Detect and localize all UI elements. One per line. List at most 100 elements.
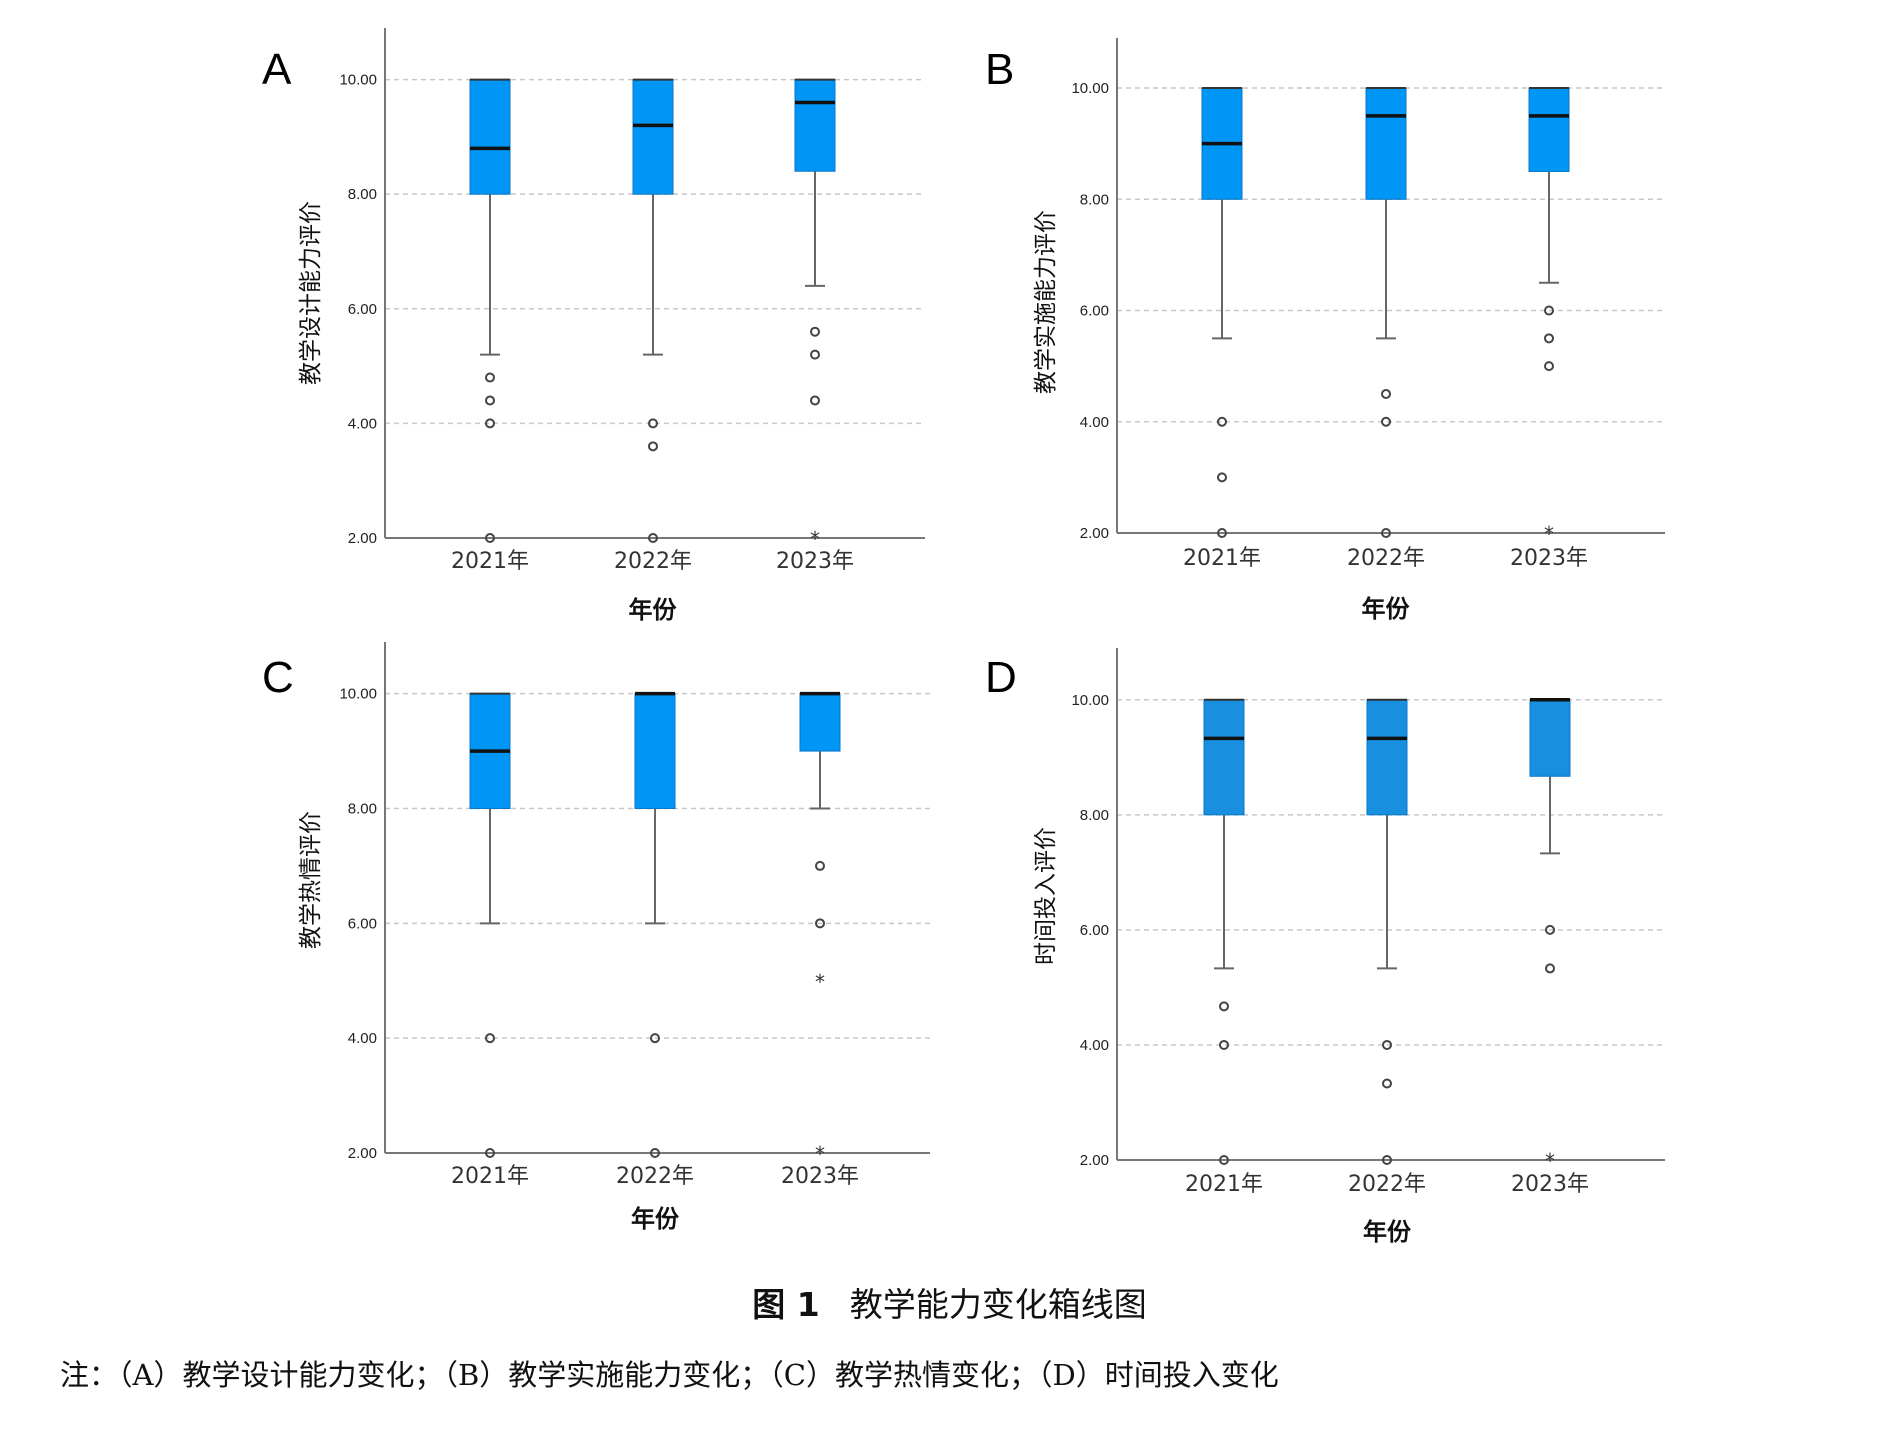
x-tick-label: 2021年	[1185, 1172, 1263, 1197]
box-d-3: *	[1529, 698, 1571, 1173]
iqr-box	[799, 693, 841, 752]
outlier-point	[1382, 1155, 1392, 1165]
iqr-box	[1528, 87, 1570, 172]
iqr-box	[1366, 699, 1408, 816]
box-d-1	[1203, 698, 1245, 1165]
outlier-point	[1382, 1039, 1392, 1050]
box-a-1	[469, 78, 511, 543]
extreme-point: *	[810, 527, 820, 551]
x-tick-label: 2023年	[781, 1164, 859, 1189]
panel-d: D 2.00 4.00 6.00 8.00 10.00 2021年 2022年 *2023年年份…	[985, 648, 1665, 1246]
extreme-point: *	[1545, 1149, 1555, 1173]
y-tick-label: 2.00	[1080, 525, 1109, 542]
y-tick-label: 4.00	[348, 415, 377, 432]
y-tick-label: 8.00	[348, 801, 377, 818]
y-tick-label: 6.00	[348, 301, 377, 318]
y-tick-label: 6.00	[1080, 922, 1109, 939]
outlier-point	[1544, 305, 1554, 316]
iqr-box	[794, 79, 836, 172]
iqr-box	[1203, 699, 1245, 816]
extreme-point: *	[1544, 522, 1554, 546]
outlier-point	[485, 372, 495, 383]
x-tick-label: 2021年	[451, 1164, 529, 1189]
x-axis-title: 年份	[1362, 595, 1411, 623]
iqr-box	[632, 79, 674, 195]
y-tick-label: 8.00	[1080, 191, 1109, 208]
figure-caption: 图 1 教学能力变化箱线图	[0, 1278, 1899, 1326]
box-c-2	[634, 691, 676, 1158]
outlier-point	[1219, 1039, 1229, 1050]
y-axis-title: 教学实施能力评价	[1033, 210, 1059, 394]
panel-b: B 2.00 4.00 6.00 8.00 10.00 2021年 2022年 *2023年年份…	[985, 38, 1665, 623]
outlier-point	[810, 395, 820, 406]
outlier-point	[1544, 333, 1554, 344]
panel-a: A 2.00 4.00 6.00 8.00 10.00 2021年 2022年 *2023年年份…	[262, 28, 925, 624]
outlier-point	[485, 1033, 495, 1044]
x-tick-label: 2023年	[1511, 1172, 1589, 1197]
y-tick-label: 10.00	[339, 72, 377, 89]
y-tick-label: 4.00	[348, 1030, 377, 1047]
y-tick-label: 6.00	[348, 915, 377, 932]
outlier-point	[1544, 361, 1554, 372]
outlier-point	[1219, 1001, 1229, 1012]
outlier-point	[650, 1148, 660, 1158]
iqr-box	[634, 693, 676, 810]
y-axis-title: 时间投入评价	[1033, 827, 1059, 965]
y-tick-label: 10.00	[339, 686, 377, 703]
x-tick-label: 2022年	[1348, 1172, 1426, 1197]
outlier-point	[1545, 963, 1555, 974]
y-tick-label: 10.00	[1071, 692, 1109, 709]
panel-letter-a: A	[262, 45, 292, 94]
outlier-point	[810, 349, 820, 360]
iqr-box	[1365, 87, 1407, 200]
box-c-1	[469, 692, 511, 1158]
x-axis-title: 年份	[631, 1205, 680, 1233]
outlier-point	[485, 533, 495, 543]
outlier-point	[1217, 528, 1227, 538]
outlier-point	[810, 326, 820, 337]
extreme-point: *	[815, 970, 825, 994]
x-axis-title: 年份	[629, 596, 678, 624]
x-tick-label: 2021年	[451, 549, 529, 574]
x-axis-title: 年份	[1363, 1218, 1412, 1246]
box-d-2	[1366, 698, 1408, 1165]
outlier-point	[1217, 416, 1227, 427]
box-a-3: *	[794, 78, 836, 551]
x-tick-label: 2022年	[1347, 546, 1425, 571]
outlier-point	[1545, 924, 1555, 935]
outlier-point	[485, 395, 495, 406]
y-axis-title: 教学热情评价	[298, 811, 324, 949]
outlier-point	[648, 418, 658, 429]
outlier-point	[815, 918, 825, 929]
iqr-box	[1529, 699, 1571, 777]
box-b-3: *	[1528, 87, 1570, 546]
y-tick-label: 4.00	[1080, 414, 1109, 431]
box-b-2	[1365, 87, 1407, 538]
panel-letter-d: D	[985, 653, 1017, 702]
y-tick-label: 6.00	[1080, 303, 1109, 320]
panel-letter-b: B	[985, 45, 1014, 94]
outlier-point	[650, 1033, 660, 1044]
y-tick-label: 8.00	[348, 186, 377, 203]
box-c-3: **	[799, 691, 841, 1166]
figure-note: 注：（A）教学设计能力变化；（B）教学实施能力变化；（C）教学热情变化；（D）时…	[60, 1358, 1279, 1392]
box-b-1	[1201, 87, 1243, 538]
outlier-point	[815, 860, 825, 871]
y-tick-label: 2.00	[348, 1145, 377, 1162]
y-tick-label: 2.00	[1080, 1152, 1109, 1169]
y-tick-label: 2.00	[348, 530, 377, 547]
outlier-point	[1382, 1078, 1392, 1089]
outlier-point	[485, 1148, 495, 1158]
outlier-point	[648, 441, 658, 452]
outlier-point	[1381, 388, 1391, 399]
y-tick-label: 4.00	[1080, 1037, 1109, 1054]
iqr-box	[469, 79, 511, 195]
y-tick-label: 8.00	[1080, 807, 1109, 824]
x-tick-label: 2023年	[776, 549, 854, 574]
x-tick-label: 2022年	[616, 1164, 694, 1189]
x-tick-label: 2023年	[1510, 546, 1588, 571]
outlier-point	[1219, 1155, 1229, 1165]
figure-title: 教学能力变化箱线图	[849, 1285, 1147, 1324]
